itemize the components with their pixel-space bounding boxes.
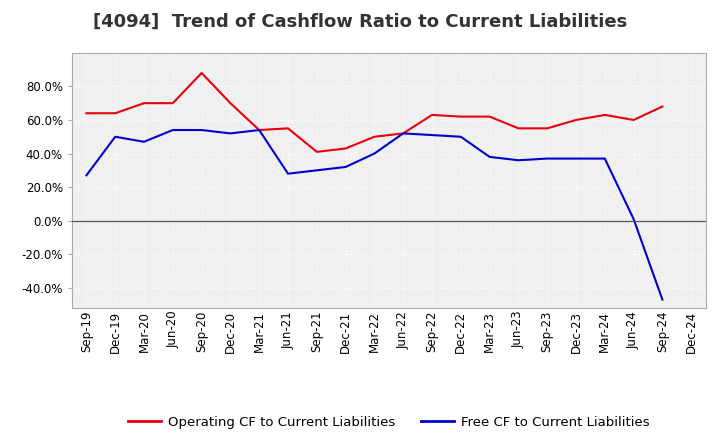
Text: [4094]  Trend of Cashflow Ratio to Current Liabilities: [4094] Trend of Cashflow Ratio to Curren… — [93, 13, 627, 31]
Legend: Operating CF to Current Liabilities, Free CF to Current Liabilities: Operating CF to Current Liabilities, Fre… — [123, 411, 654, 434]
